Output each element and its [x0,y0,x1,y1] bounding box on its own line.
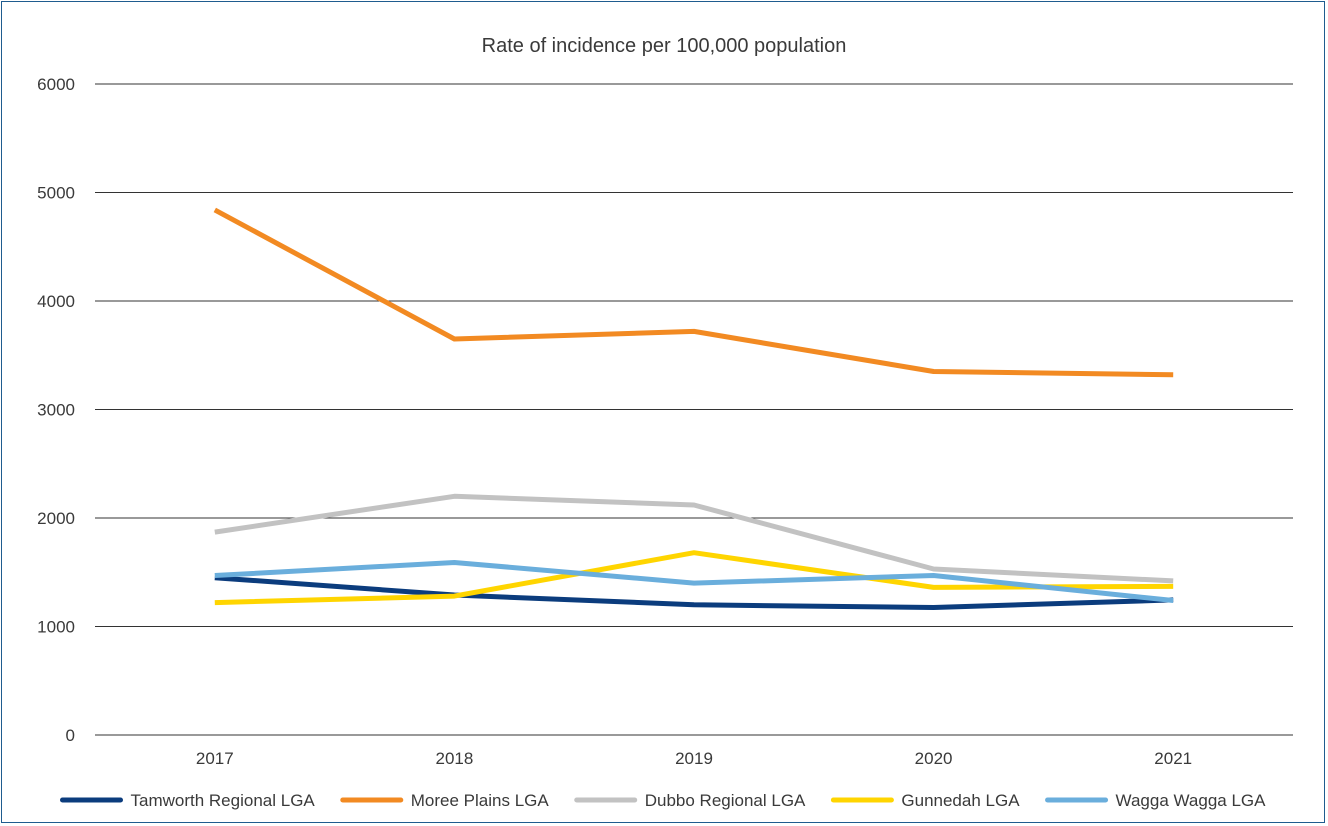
y-tick-label: 0 [66,726,75,745]
gridlines [95,83,1293,736]
legend-label: Moree Plains LGA [411,791,550,810]
x-tick-labels: 2017 2018 2019 2020 2021 [196,749,1192,768]
legend-item: Tamworth Regional LGA [60,791,316,810]
x-tick-label: 2021 [1154,749,1192,768]
legend-item: Gunnedah LGA [830,791,1020,810]
legend: Tamworth Regional LGA Moree Plains LGA Dub… [60,791,1267,810]
y-tick-label: 4000 [37,292,75,311]
x-tick-label: 2017 [196,749,234,768]
y-tick-label: 5000 [37,184,75,203]
y-tick-labels: 0 1000 2000 3000 4000 5000 6000 [37,75,75,745]
legend-label: Dubbo Regional LGA [645,791,806,810]
y-tick-label: 2000 [37,509,75,528]
x-tick-label: 2018 [435,749,473,768]
legend-label: Wagga Wagga LGA [1116,791,1267,810]
y-tick-label: 6000 [37,75,75,94]
y-tick-label: 1000 [37,618,75,637]
series-line-2 [213,207,1174,378]
chart-title: Rate of incidence per 100,000 population [482,35,847,57]
legend-item: Wagga Wagga LGA [1045,791,1267,810]
series-line-5 [214,560,1174,603]
legend-item: Dubbo Regional LGA [574,791,806,810]
series-line-4 [214,550,1174,606]
series-line-3 [214,493,1174,584]
x-tick-label: 2019 [675,749,713,768]
series-lines [213,207,1174,610]
series-line-1 [214,575,1174,610]
legend-label: Tamworth Regional LGA [131,791,316,810]
legend-label: Gunnedah LGA [901,791,1020,810]
legend-item: Moree Plains LGA [340,791,550,810]
x-tick-label: 2020 [915,749,953,768]
y-tick-label: 3000 [37,401,75,420]
